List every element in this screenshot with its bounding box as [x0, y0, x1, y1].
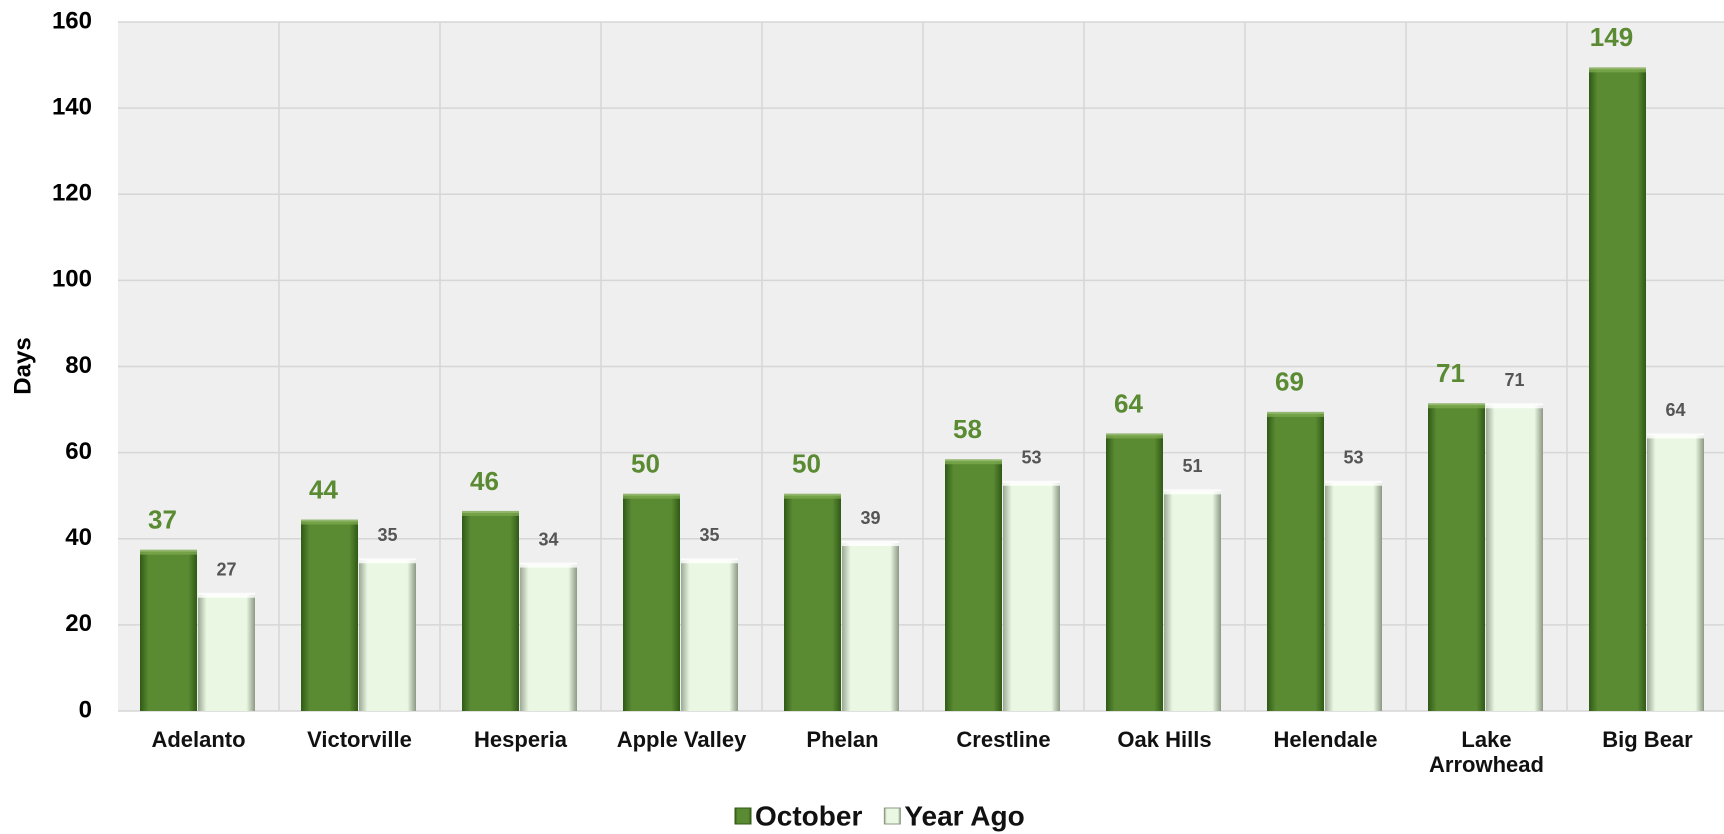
- bar: [784, 495, 841, 711]
- x-tick-label: Adelanto: [151, 727, 246, 752]
- bar: [1106, 435, 1163, 711]
- bar: [520, 564, 577, 711]
- bar: [1428, 405, 1485, 711]
- x-tick-label: Phelan: [806, 727, 879, 752]
- bar: [1164, 491, 1221, 711]
- bar-top: [198, 592, 255, 598]
- x-tick-label: Helendale: [1273, 727, 1378, 752]
- bar: [945, 461, 1002, 711]
- bar-top: [359, 558, 416, 564]
- legend-swatch: [883, 807, 901, 825]
- y-tick-label: 60: [65, 438, 92, 465]
- data-label: 64: [1114, 388, 1143, 418]
- bar: [1267, 413, 1324, 711]
- y-tick-label: 140: [52, 93, 92, 120]
- legend-label: October: [755, 800, 862, 831]
- bar: [1647, 435, 1704, 711]
- x-tick-label: Apple Valley: [616, 727, 747, 752]
- bar-top: [1164, 489, 1221, 495]
- bar: [1325, 482, 1382, 711]
- data-label: 37: [148, 505, 177, 535]
- data-label: 50: [631, 449, 660, 479]
- data-label: 35: [699, 525, 719, 545]
- bar: [359, 560, 416, 711]
- data-label: 27: [216, 559, 236, 579]
- bar-top: [1106, 433, 1163, 439]
- x-tick-label: Big Bear: [1602, 727, 1693, 752]
- data-label: 39: [860, 508, 880, 528]
- data-label: 46: [470, 466, 499, 496]
- bar-top: [301, 519, 358, 525]
- bar-top: [1325, 480, 1382, 486]
- bar: [623, 495, 680, 711]
- bar: [681, 560, 738, 711]
- bar-top: [520, 562, 577, 568]
- bar: [1486, 405, 1543, 711]
- x-tick-label: Oak Hills: [1117, 727, 1212, 752]
- y-tick-label: 40: [65, 524, 92, 551]
- y-tick-label: 100: [52, 266, 92, 293]
- data-label: 71: [1436, 358, 1465, 388]
- x-tick-label: Crestline: [956, 727, 1051, 752]
- bar: [198, 594, 255, 711]
- data-label: 69: [1275, 367, 1304, 397]
- bar-top: [1647, 433, 1704, 439]
- bar: [301, 521, 358, 711]
- y-axis-title: Days: [9, 337, 36, 394]
- bar-top: [1267, 411, 1324, 417]
- bar-top: [462, 510, 519, 516]
- bar-top: [140, 549, 197, 555]
- bar-top: [1428, 403, 1485, 409]
- data-label: 44: [309, 474, 338, 504]
- data-label: 71: [1504, 370, 1524, 390]
- y-tick-label: 20: [65, 610, 92, 637]
- bar-top: [1589, 67, 1646, 73]
- data-label: 51: [1182, 456, 1202, 476]
- y-tick-label: 0: [79, 696, 92, 723]
- data-label: 53: [1343, 448, 1363, 468]
- y-tick-label: 80: [65, 352, 92, 379]
- bar-top: [681, 558, 738, 564]
- bar: [842, 543, 899, 711]
- legend-label: Year Ago: [904, 800, 1024, 831]
- data-label: 35: [377, 525, 397, 545]
- bar-top: [1486, 403, 1543, 409]
- x-tick-label: Hesperia: [474, 727, 567, 752]
- data-label: 50: [792, 449, 821, 479]
- data-label: 53: [1021, 448, 1041, 468]
- bar: [1589, 69, 1646, 711]
- data-label: 34: [538, 529, 558, 549]
- data-label: 64: [1665, 400, 1685, 420]
- bar: [140, 551, 197, 711]
- bar-top: [623, 493, 680, 499]
- bar-top: [945, 459, 1002, 465]
- bar-top: [784, 493, 841, 499]
- x-tick-label: Lake Arrowhead: [1429, 727, 1544, 777]
- legend-swatch: [734, 807, 752, 825]
- data-label: 58: [953, 414, 982, 444]
- bar: [462, 512, 519, 711]
- bar: [1003, 482, 1060, 711]
- bar-top: [842, 541, 899, 547]
- x-tick-label: Victorville: [307, 727, 412, 752]
- bar-top: [1003, 480, 1060, 486]
- y-tick-label: 120: [52, 180, 92, 207]
- data-label: 149: [1590, 22, 1633, 52]
- y-tick-label: 160: [52, 7, 92, 34]
